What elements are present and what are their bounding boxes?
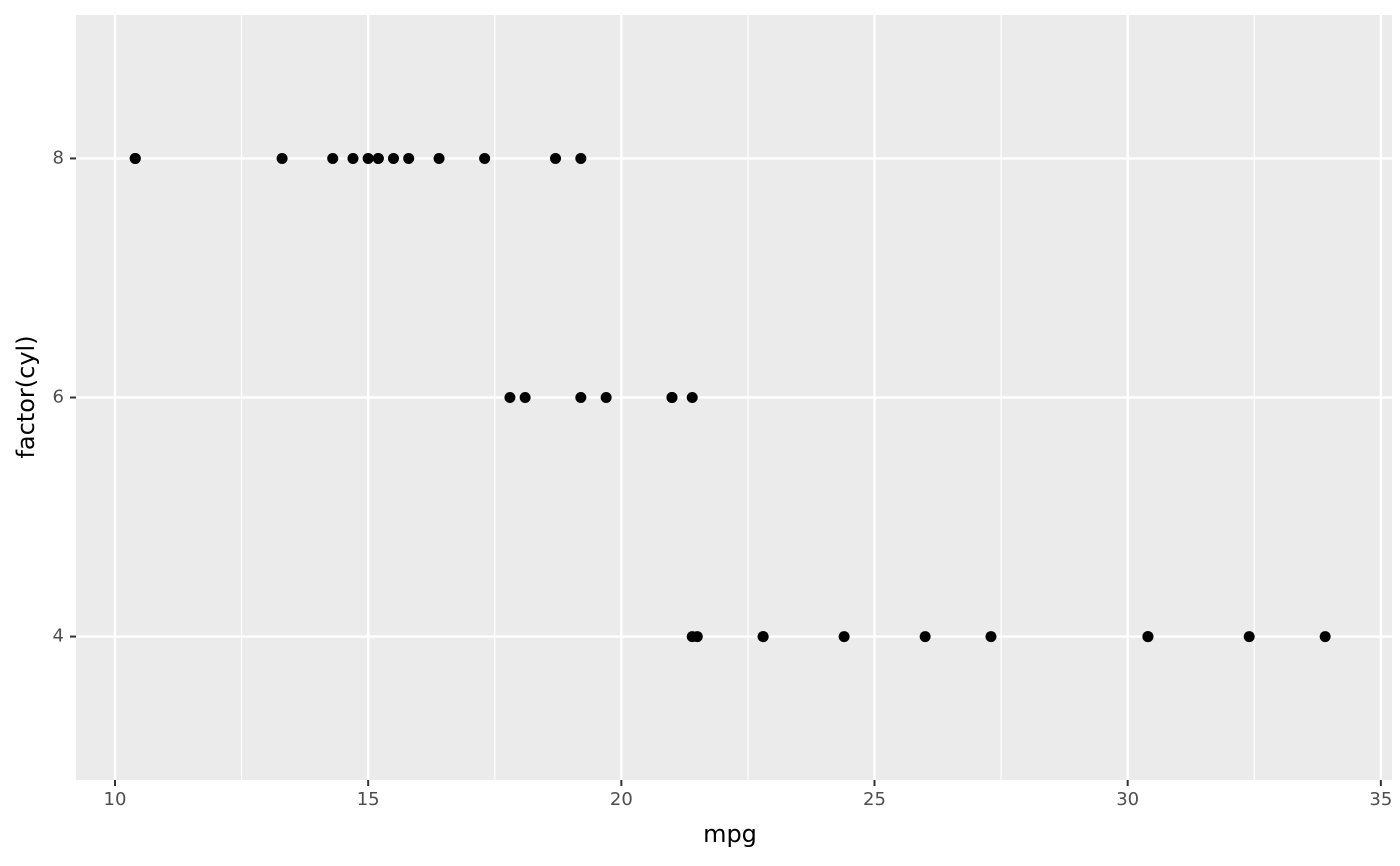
point: [600, 392, 612, 403]
point: [433, 152, 445, 164]
point: [129, 152, 141, 164]
point: [372, 152, 384, 164]
point: [686, 631, 698, 643]
point: [387, 152, 399, 164]
point: [919, 631, 931, 643]
point: [686, 392, 698, 403]
point: [757, 631, 769, 643]
point: [519, 392, 531, 403]
y-tick-label: 4: [53, 626, 64, 647]
point: [327, 152, 339, 164]
x-tick-label: 10: [104, 789, 127, 810]
x-tick-label: 30: [1116, 789, 1139, 810]
point: [1243, 631, 1255, 643]
point: [504, 392, 516, 403]
point: [575, 392, 587, 403]
point: [362, 152, 374, 164]
x-axis-label: mpg: [703, 820, 757, 848]
point: [347, 152, 359, 164]
point: [403, 152, 415, 164]
y-tick-label: 6: [53, 387, 64, 408]
x-tick-label: 35: [1369, 789, 1392, 810]
y-tick-label: 8: [53, 147, 64, 168]
point: [550, 152, 562, 164]
x-tick-label: 20: [610, 789, 633, 810]
point: [1142, 631, 1154, 643]
y-axis-label: factor(cyl): [12, 335, 40, 458]
point: [838, 631, 850, 643]
point: [1319, 631, 1331, 643]
point: [276, 152, 288, 164]
x-tick-label: 25: [863, 789, 886, 810]
x-tick-label: 15: [357, 789, 380, 810]
point: [666, 392, 678, 403]
point: [985, 631, 997, 643]
point: [479, 152, 491, 164]
point: [575, 152, 587, 164]
